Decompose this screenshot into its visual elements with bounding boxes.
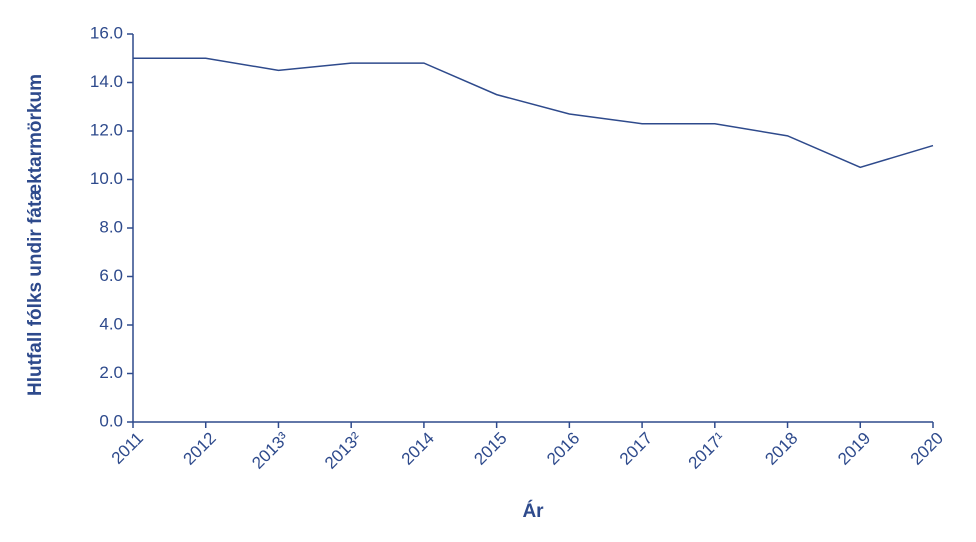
x-tick-label: 2018 [761, 429, 801, 469]
x-tick-label: 2011 [108, 429, 147, 468]
x-tick-label: 2013³ [248, 428, 292, 472]
y-tick-label: 16.0 [90, 23, 123, 42]
x-tick-label: 2014 [398, 429, 438, 469]
y-tick-label: 2.0 [99, 363, 123, 382]
x-tick-label: 2016 [543, 429, 583, 469]
data-line [133, 57, 934, 169]
x-tick-label: 2020 [907, 429, 947, 469]
y-tick-label: 12.0 [90, 120, 123, 139]
x-tick-label: 2017 [616, 429, 656, 469]
y-tick-label: 8.0 [99, 217, 123, 236]
x-axis-title: Ár [522, 500, 544, 522]
y-tick-label: 0.0 [99, 411, 123, 430]
x-tick-label: 2013² [321, 428, 365, 472]
y-tick-label: 4.0 [99, 314, 123, 333]
x-tick-label: 2017¹ [685, 428, 729, 472]
y-tick-label: 14.0 [90, 72, 123, 91]
x-tick-label: 2012 [180, 429, 220, 469]
y-tick-label: 10.0 [90, 169, 123, 188]
x-tick-label: 2019 [834, 429, 874, 469]
y-tick-label: 6.0 [99, 266, 123, 285]
y-axis-title: Hlutfall fólks undir fátæktarmörkum [25, 74, 46, 396]
x-tick-label: 2015 [470, 429, 510, 469]
